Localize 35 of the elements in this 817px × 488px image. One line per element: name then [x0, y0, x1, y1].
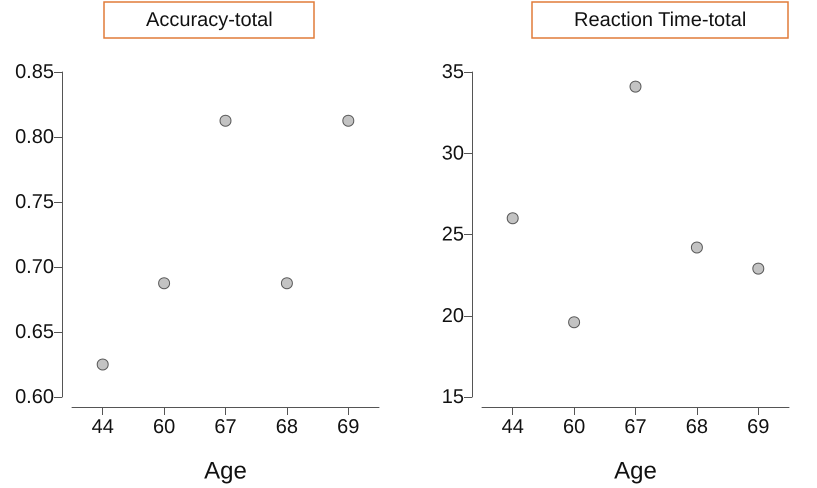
point: [752, 262, 764, 275]
x-tick-label: 68: [686, 416, 708, 438]
point: [690, 242, 703, 254]
y-tick-label: 0.70: [15, 256, 54, 278]
x-tick-label: 69: [337, 416, 360, 438]
point: [342, 114, 354, 127]
y-tick-label: 0.85: [15, 61, 54, 83]
x-tick-label: 60: [152, 416, 176, 438]
y-tick-label: 25: [442, 224, 464, 246]
point: [96, 358, 109, 370]
point: [280, 277, 293, 290]
x-tick-label: 44: [92, 416, 114, 438]
x-tick-label: 67: [214, 416, 237, 438]
point: [568, 316, 580, 328]
y-tick-label: 0.65: [15, 321, 54, 343]
x-axis-title: Age: [204, 458, 247, 484]
x-tick-label: 44: [502, 416, 524, 438]
point: [630, 80, 642, 93]
x-tick-label: 60: [562, 416, 586, 438]
point: [158, 277, 170, 290]
x-tick-label: 67: [624, 416, 647, 438]
y-tick-label: 0.80: [15, 126, 54, 148]
x-tick-label: 69: [747, 416, 770, 438]
x-axis-title: Age: [614, 458, 657, 484]
y-tick-label: 15: [442, 386, 464, 408]
point: [506, 212, 519, 224]
y-tick-label: 0.75: [15, 191, 54, 213]
chart-title: Reaction Time-total: [574, 9, 746, 31]
y-tick-label: 30: [442, 142, 464, 164]
point: [220, 114, 232, 127]
x-tick-label: 68: [276, 416, 298, 438]
chart-title: Accuracy-total: [146, 9, 273, 31]
y-tick-label: 20: [442, 304, 464, 327]
y-tick-label: 35: [442, 61, 464, 83]
y-tick-label: 0.60: [15, 386, 54, 408]
